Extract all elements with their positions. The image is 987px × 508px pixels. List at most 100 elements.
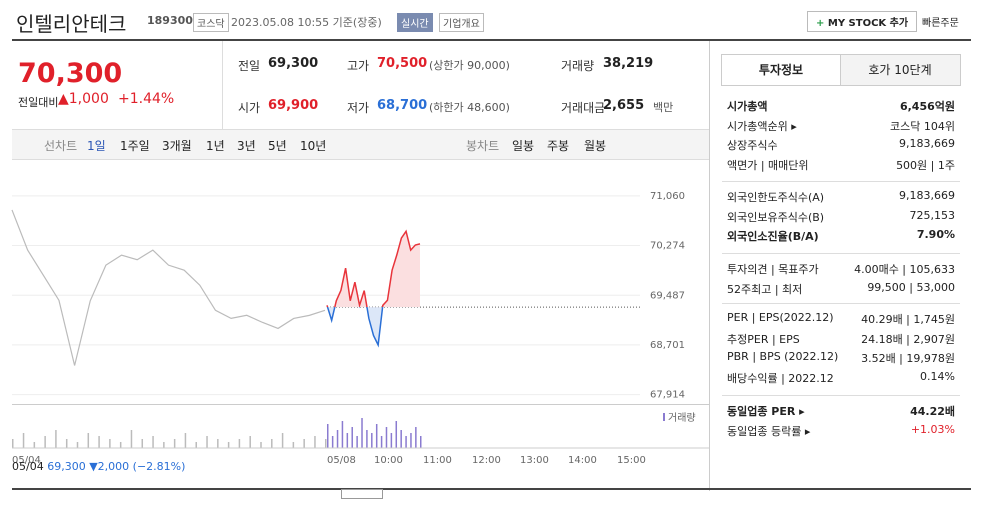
mystock-button[interactable]: + MY STOCK 추가: [807, 11, 918, 32]
side-value: 9,183,669: [899, 189, 955, 202]
y-tick-label: 70,274: [650, 241, 685, 252]
volume-bar: [341, 421, 344, 448]
volume-bar: [303, 439, 305, 448]
side-label: 상장주식수: [727, 139, 778, 152]
side-label: 시가총액순위 ▸: [727, 119, 797, 133]
volume-bar: [238, 439, 241, 448]
x-tick-label: 14:00: [568, 455, 597, 466]
side-label: 외국인소진율(B/A): [727, 230, 819, 243]
side-value: +1.03%: [910, 422, 955, 436]
side-label: 액면가 | 매매단위: [727, 158, 809, 172]
footer-change: ▼2,000: [89, 460, 130, 473]
volume-bar: [173, 439, 176, 448]
side-value: 500원 | 1주: [896, 158, 955, 172]
volume-bar: [331, 436, 334, 448]
volume-bar: [227, 442, 230, 448]
side-tab[interactable]: 호가 10단계: [868, 63, 932, 77]
footer-date: 05/04: [12, 460, 44, 473]
period-tab[interactable]: 10년: [300, 139, 327, 153]
mystock-text: MY STOCK 추가: [827, 18, 909, 29]
side-value: 6,456억원: [899, 100, 955, 113]
x-tick-label: 12:00: [472, 455, 501, 466]
collapse-button[interactable]: [341, 489, 383, 499]
volume-bar: [336, 430, 339, 448]
x-tick-label: 11:00: [423, 455, 452, 466]
period-tab[interactable]: 5년: [268, 139, 287, 153]
side-value: 40.29배 | 1,745원: [861, 313, 955, 326]
period-tab[interactable]: 3년: [237, 139, 256, 153]
volume-bar: [76, 442, 79, 448]
side-value: 7.90%: [916, 228, 955, 241]
side-label: PBR | BPS (2022.12): [727, 350, 839, 363]
x-tick-label: 05/08: [327, 455, 356, 466]
y-tick-label: 71,060: [650, 191, 685, 202]
period-tab[interactable]: 3개월: [162, 139, 192, 153]
side-label: 52주최고 | 최저: [727, 282, 803, 296]
volume-bar: [385, 427, 388, 448]
volume-bar: [44, 436, 46, 448]
candle-tab[interactable]: 일봉: [512, 139, 535, 153]
volume-bar: [356, 436, 358, 448]
summary-value: 2,655: [603, 98, 645, 113]
candle-tab[interactable]: 월봉: [584, 139, 607, 153]
side-label: 동일업종 PER ▸: [727, 405, 805, 418]
volume-bar: [410, 433, 412, 448]
x-tick-label: 05/04: [12, 455, 41, 466]
summary-value: 69,300: [268, 56, 319, 71]
y-tick-label: 68,701: [650, 340, 685, 351]
quick-order[interactable]: 빠른주문: [922, 18, 959, 29]
volume-bar: [109, 439, 111, 448]
price-line: [11, 209, 326, 366]
volume-bar: [346, 433, 349, 448]
side-label: PER | EPS(2022.12): [727, 311, 834, 324]
change-label: 전일대비: [18, 96, 59, 109]
current-price: 70,300: [18, 58, 123, 89]
period-tab[interactable]: 1년: [206, 139, 225, 153]
volume-bar: [327, 424, 329, 448]
x-tick-label: 10:00: [374, 455, 403, 466]
side-separator: [722, 253, 960, 254]
bottom-rule: [12, 488, 971, 490]
side-value: 44.22배: [910, 405, 955, 418]
divider: [222, 41, 223, 129]
summary-extra: 백만: [653, 101, 674, 114]
side-separator: [722, 181, 960, 182]
volume-bar: [152, 436, 154, 448]
side-tab[interactable]: 투자정보: [722, 55, 841, 85]
summary-label: 거래대금: [561, 101, 606, 115]
volume-bar: [141, 439, 144, 448]
side-label: 추정PER | EPS: [727, 332, 800, 346]
volume-bar: [119, 442, 122, 448]
volume-bar: [325, 439, 327, 448]
period-tab[interactable]: 1일: [87, 139, 106, 153]
footer-rate: (−2.81%): [132, 460, 186, 473]
side-value: 3.52배 | 19,978원: [861, 352, 955, 365]
side-value: 99,500 | 53,000: [867, 280, 955, 294]
volume-bar: [206, 436, 208, 448]
candle-tab[interactable]: 주봉: [547, 139, 570, 153]
summary-value: 70,500: [377, 56, 428, 71]
summary-label: 거래량: [561, 59, 595, 73]
volume-bar: [415, 427, 417, 448]
period-tab[interactable]: 1주일: [120, 139, 150, 153]
summary-label: 고가: [347, 59, 370, 73]
volume-bar: [366, 430, 368, 448]
area-up: [327, 231, 420, 308]
side-label: 외국인보유주식수(B): [727, 210, 825, 224]
market-badge: 코스닥: [193, 13, 229, 32]
volume-bar: [420, 436, 422, 448]
side-separator: [722, 303, 960, 304]
summary-label: 저가: [347, 101, 370, 115]
volume-bar: [292, 442, 295, 448]
volume-bar: [260, 442, 262, 448]
volume-bar: [380, 436, 383, 448]
company-info[interactable]: 기업개요: [439, 13, 484, 32]
side-label: 투자의견 | 목표주가: [727, 263, 819, 276]
change: ▲1,000: [58, 91, 109, 107]
volume-bar: [375, 424, 378, 448]
volume-bar: [217, 439, 219, 448]
tab-label: 봉차트: [466, 139, 500, 153]
stock-name: 인텔리안테크: [16, 12, 127, 36]
side-value: 코스닥 104위: [890, 119, 955, 133]
side-label: 시가총액: [727, 100, 768, 113]
